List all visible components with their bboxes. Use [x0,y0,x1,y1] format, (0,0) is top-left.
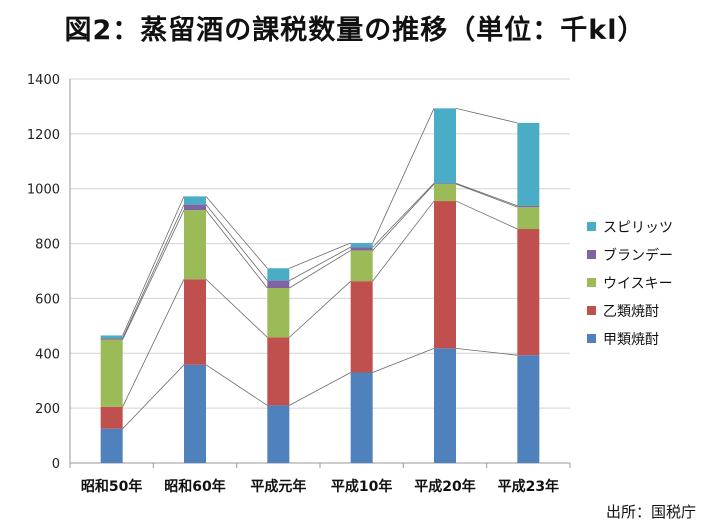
y-tick-label: 800 [35,238,60,253]
bar-segment [100,338,123,340]
source-note: 出所：国税庁 [605,503,696,521]
y-tick-label: 400 [35,347,60,362]
bar-segment [434,108,456,184]
bar-segment [517,207,540,230]
series-connector-line [289,372,351,406]
series-connector-line [289,250,351,289]
bar-segment [350,250,373,282]
series-connector-line [289,280,351,338]
bar-segment [350,372,373,463]
bar-segment [100,335,123,339]
legend-label: スピリッツ [603,220,673,236]
bar-segment [184,364,206,463]
bar-segment [434,183,456,185]
bar-segment [267,405,290,463]
bar-segment [100,406,123,429]
y-tick-label: 0 [52,457,60,472]
series-connector-line [455,347,518,356]
legend-label: 甲類焼酎 [603,332,659,348]
bar-segment [267,288,290,338]
legend-swatch [587,306,596,315]
bar-segment [434,348,456,463]
bar-segment [434,201,456,349]
bar-segment [184,279,206,365]
legend-label: ウイスキー [603,276,673,292]
legend-label: ブランデー [603,247,673,264]
y-tick-label: 1200 [27,128,60,143]
series-connector-line [122,209,185,340]
y-tick-label: 600 [35,292,60,307]
legend-swatch [587,334,596,343]
series-connector-line [455,183,518,208]
x-tick-label: 昭和50年 [81,478,142,495]
series-connector-line [372,182,435,248]
bar-segment [517,122,540,206]
series-connector-line [372,108,435,244]
bar-segment [267,280,290,289]
bar-segment [517,355,540,463]
tick-labels: 0 200 400 600 800 1000 1200 1400 昭和50年 昭和60年 平成元年 平… [27,73,559,495]
series-connector-line [122,279,185,407]
y-tick-label: 200 [35,402,60,417]
y-tick-label: 1000 [27,183,60,198]
series-connector-line [289,242,351,269]
x-tick-label: 平成23年 [498,478,559,495]
series-connector-line [455,200,518,230]
legend-swatch [587,278,596,287]
y-tick-label: 1400 [27,73,60,88]
series-connector-line [205,278,268,338]
series-connector-line [122,364,185,429]
bar-segment [184,204,206,211]
bar-segment [350,281,373,373]
bar-segment [434,184,456,202]
bar-segment [267,337,290,406]
legend-swatch [587,250,596,259]
legend-swatch [587,222,596,231]
x-tick-label: 平成元年 [250,478,306,495]
bar-segment [517,205,540,208]
bar-segment [350,243,373,248]
series-connector-line [372,183,435,251]
connector-lines [122,107,518,429]
series-connector-line [205,209,268,289]
x-tick-label: 平成20年 [414,478,475,495]
x-tick-label: 昭和60年 [164,478,225,495]
series-connector-line [455,107,518,124]
series-connector-line [372,347,435,373]
bar-segment [350,247,373,251]
series-connector-line [122,204,185,339]
legend-label: 乙類焼酎 [603,304,659,320]
series-connector-line [289,246,351,281]
series-connector-line [122,196,185,336]
chart-title: 図2：蒸留酒の課税数量の推移（単位：千kl） [64,15,646,46]
bar-segment [100,339,123,407]
bar-segment [517,229,540,356]
bars [100,108,540,463]
bar-segment [184,210,206,280]
bar-segment [184,196,206,205]
bar-segment [267,268,290,281]
series-connector-line [205,364,268,406]
x-tick-label: 平成10年 [331,478,392,495]
bar-segment [100,428,123,463]
series-connector-line [205,196,268,269]
series-connector-line [455,182,518,207]
series-connector-line [205,204,268,281]
axes [69,79,571,468]
series-connector-line [372,200,435,282]
